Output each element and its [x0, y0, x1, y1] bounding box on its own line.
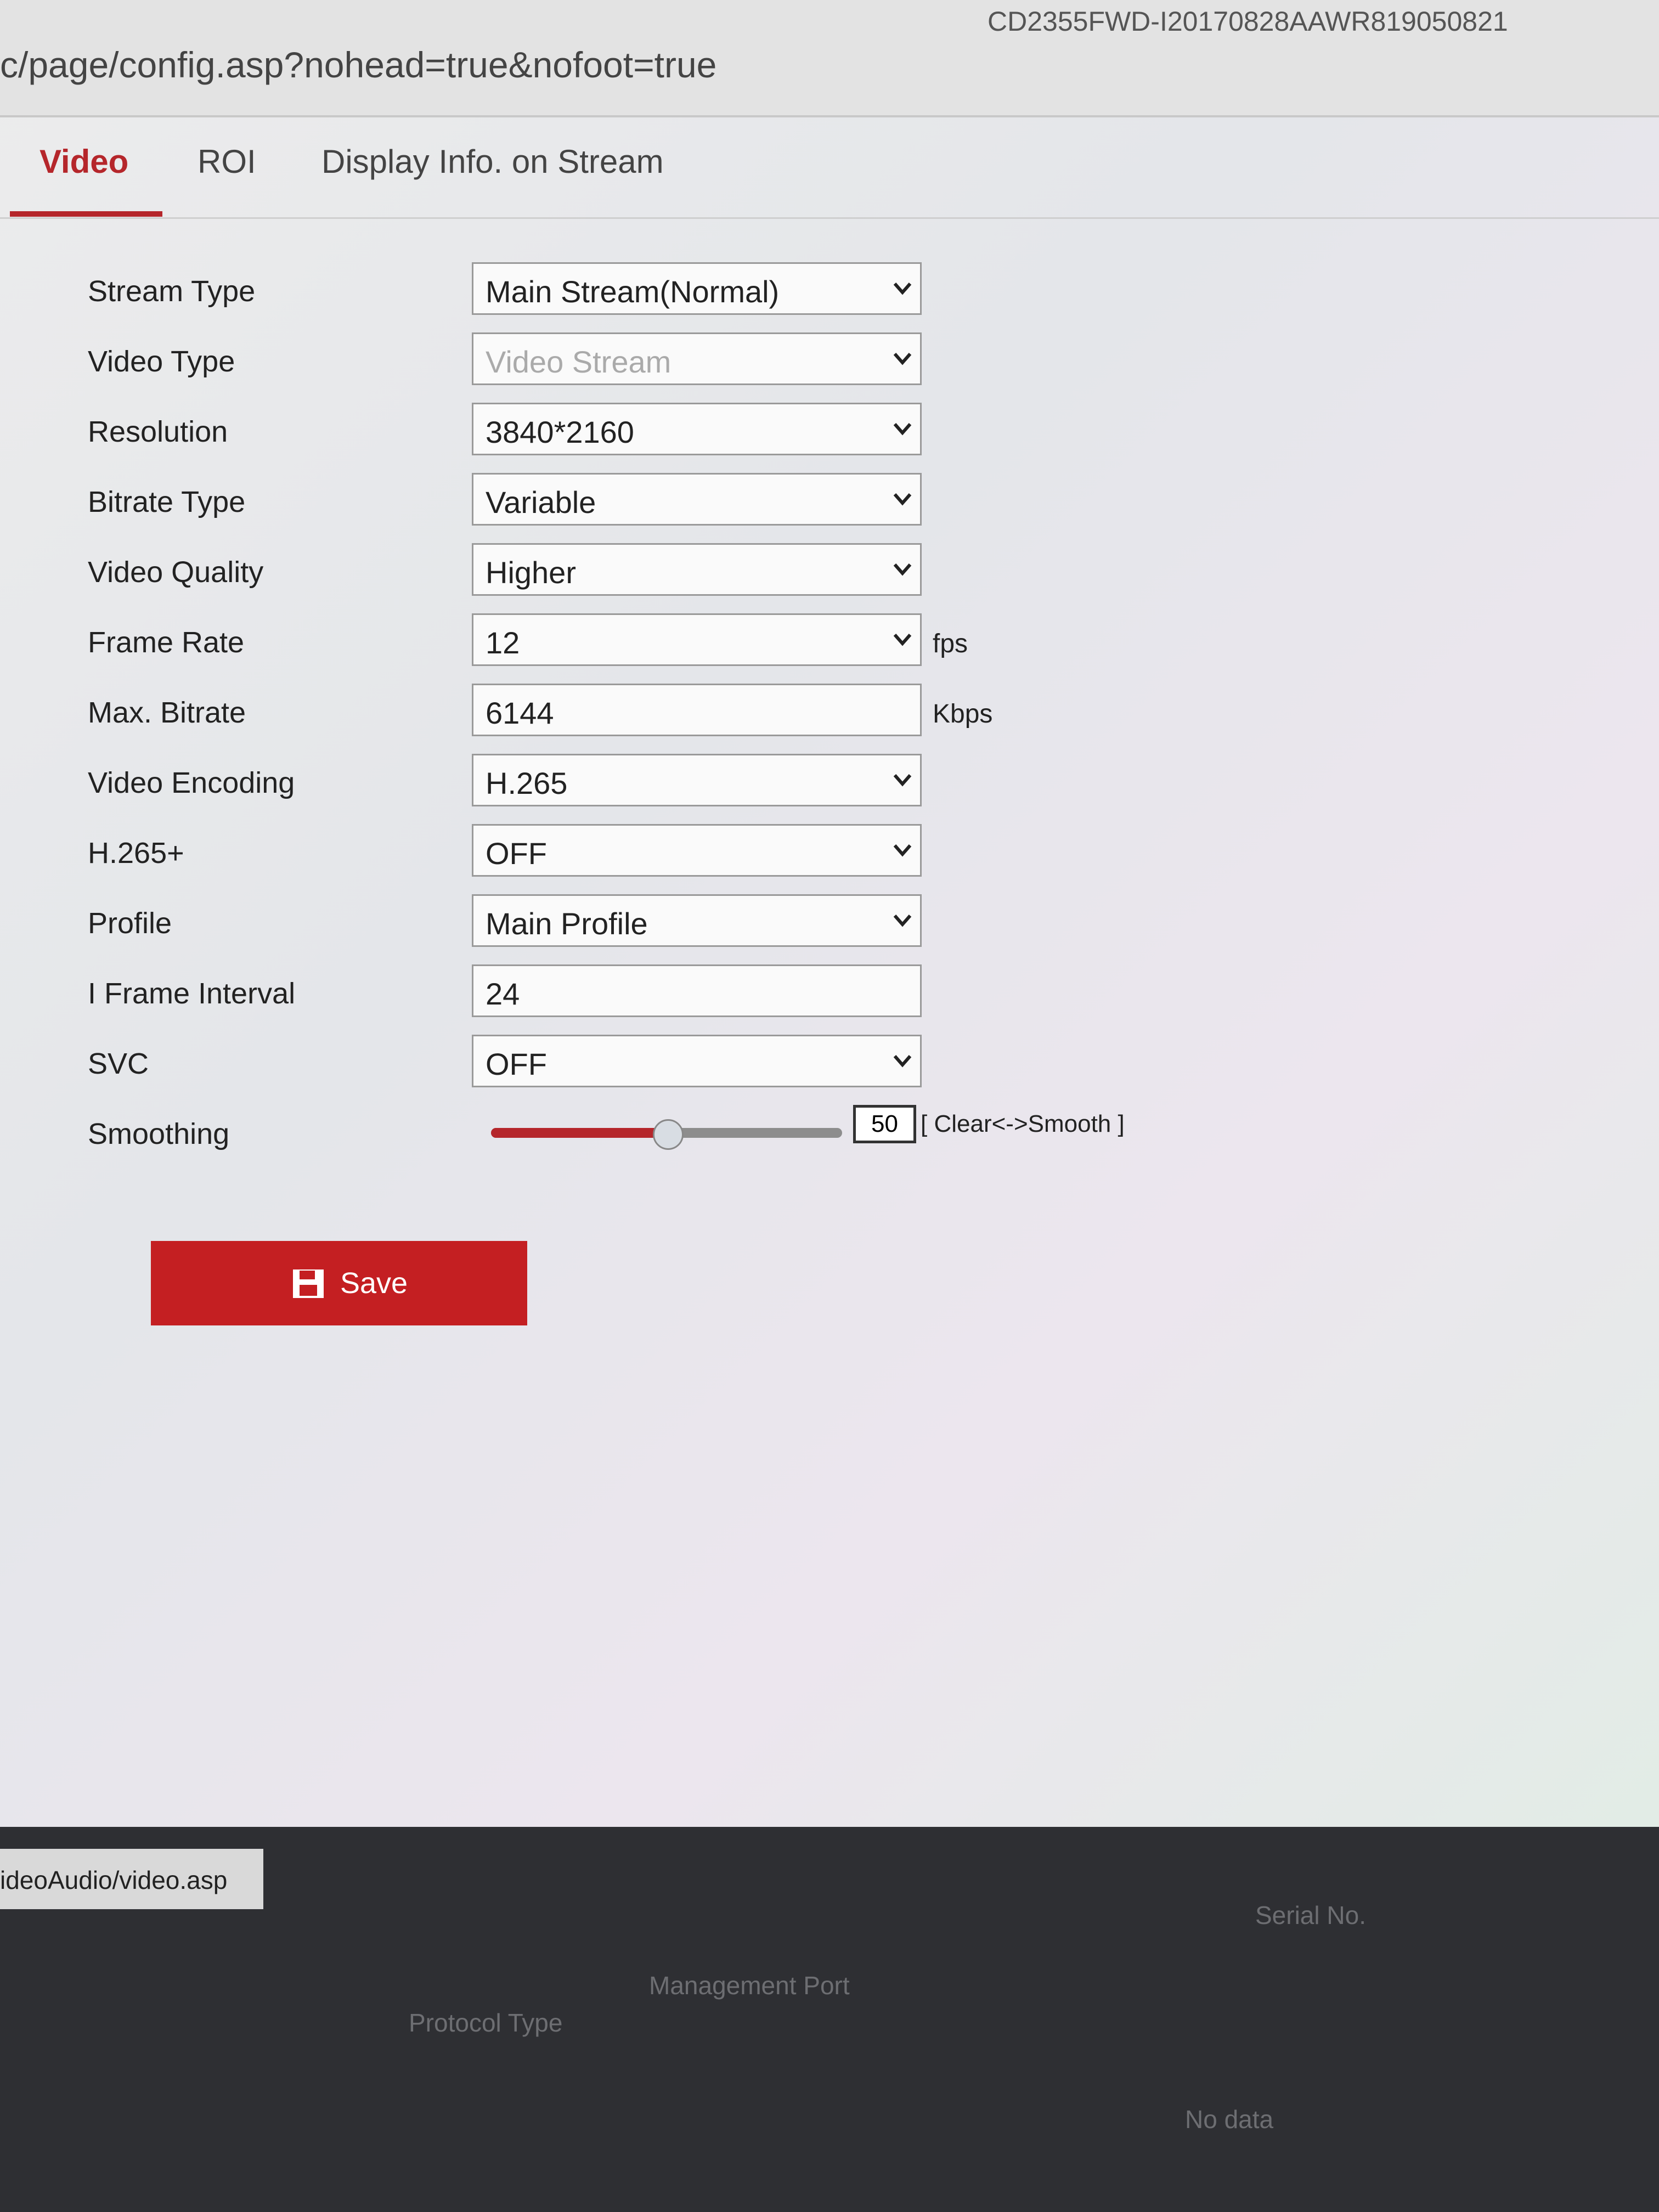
- status-bar: ideoAudio/video.asp: [0, 1849, 263, 1909]
- field-label: Resolution: [88, 415, 228, 448]
- column-header: Management Port: [649, 1971, 850, 2000]
- field-label: Video Encoding: [88, 766, 295, 799]
- slider-value[interactable]: 50: [853, 1105, 916, 1143]
- dropdown[interactable]: Variable: [472, 473, 922, 526]
- slider-fill: [491, 1128, 667, 1138]
- field-label: SVC: [88, 1047, 149, 1080]
- field-value: 3840*2160: [486, 415, 634, 449]
- chevron: [893, 844, 912, 857]
- column-header: Serial No.: [1255, 1901, 1366, 1929]
- form-row: Stream Type Main Stream(Normal): [0, 262, 1659, 323]
- form-row: SVC OFF: [0, 1035, 1659, 1095]
- chevron: [893, 634, 912, 646]
- chevron: [893, 423, 912, 436]
- form-row: Resolution 3840*2160: [0, 403, 1659, 463]
- chevron: [893, 283, 912, 295]
- field-label: Stream Type: [88, 275, 256, 308]
- dropdown[interactable]: Main Profile: [472, 894, 922, 947]
- field-label: Video Quality: [88, 556, 264, 589]
- field-value: Higher: [486, 555, 576, 590]
- field-value: 12: [486, 625, 520, 660]
- field-value: Variable: [486, 485, 596, 520]
- dropdown: Video Stream: [472, 332, 922, 385]
- tab[interactable]: Display Info. on Stream: [321, 143, 664, 180]
- column-header: Protocol Type: [409, 2008, 563, 2037]
- form-row: Video Encoding H.265: [0, 754, 1659, 814]
- save-icon: [293, 1269, 324, 1298]
- field-label: Smoothing: [88, 1118, 230, 1150]
- save-button[interactable]: Save: [151, 1241, 527, 1325]
- field-label: H.265+: [88, 837, 184, 870]
- form-row: Max. Bitrate 6144 Kbps: [0, 684, 1659, 744]
- form-row: Profile Main Profile: [0, 894, 1659, 955]
- field-value: OFF: [486, 1047, 547, 1081]
- form-row: Frame Rate 12 fps: [0, 613, 1659, 674]
- window-title: CD2355FWD-I20170828AAWR819050821: [988, 6, 1508, 37]
- separator: [0, 217, 1659, 219]
- form-row: Bitrate Type Variable: [0, 473, 1659, 533]
- field-label: Bitrate Type: [88, 486, 246, 518]
- tab-underline: [10, 211, 162, 217]
- chevron: [893, 353, 912, 365]
- tab[interactable]: ROI: [198, 143, 256, 180]
- field-value: 24: [486, 977, 520, 1011]
- tab[interactable]: Video: [40, 143, 129, 180]
- text-input[interactable]: 24: [472, 964, 922, 1017]
- unit: fps: [933, 629, 968, 658]
- chevron: [893, 1055, 912, 1068]
- field-label: I Frame Interval: [88, 977, 296, 1010]
- dropdown[interactable]: 12: [472, 613, 922, 666]
- slider-hint: [ Clear<->Smooth ]: [921, 1110, 1125, 1137]
- chevron: [893, 493, 912, 506]
- unit: Kbps: [933, 699, 993, 729]
- field-label: Video Type: [88, 345, 235, 378]
- form-row: Video Type Video Stream: [0, 332, 1659, 393]
- dropdown[interactable]: Main Stream(Normal): [472, 262, 922, 315]
- button-label: Save: [340, 1267, 408, 1300]
- chevron: [893, 915, 912, 927]
- field-value: H.265: [486, 766, 568, 800]
- dropdown[interactable]: 3840*2160: [472, 403, 922, 455]
- form-row: I Frame Interval 24: [0, 964, 1659, 1025]
- field-value: 6144: [486, 696, 554, 730]
- status-url: ideoAudio/video.asp: [0, 1866, 228, 1894]
- field-label: Frame Rate: [88, 626, 245, 659]
- field-value: OFF: [486, 836, 547, 871]
- chevron: [893, 563, 912, 576]
- text-input[interactable]: 6144: [472, 684, 922, 736]
- address-bar: [0, 0, 1659, 117]
- form-row: Video Quality Higher: [0, 543, 1659, 603]
- url[interactable]: c/page/config.asp?nohead=true&nofoot=tru…: [0, 44, 717, 85]
- chevron: [893, 774, 912, 787]
- dropdown[interactable]: OFF: [472, 824, 922, 877]
- empty-message: No data: [1185, 2105, 1274, 2134]
- form-row: H.265+ OFF: [0, 824, 1659, 884]
- field-value: Main Profile: [486, 906, 648, 941]
- field-value: Main Stream(Normal): [486, 274, 780, 309]
- slider-thumb[interactable]: [653, 1119, 684, 1150]
- field-label: Profile: [88, 907, 172, 940]
- dropdown[interactable]: H.265: [472, 754, 922, 806]
- field-value: Video Stream: [486, 345, 672, 379]
- dropdown[interactable]: Higher: [472, 543, 922, 596]
- form-row: Smoothing 50[ Clear<->Smooth ]: [0, 1105, 1659, 1165]
- field-label: Max. Bitrate: [88, 696, 246, 729]
- dropdown[interactable]: OFF: [472, 1035, 922, 1087]
